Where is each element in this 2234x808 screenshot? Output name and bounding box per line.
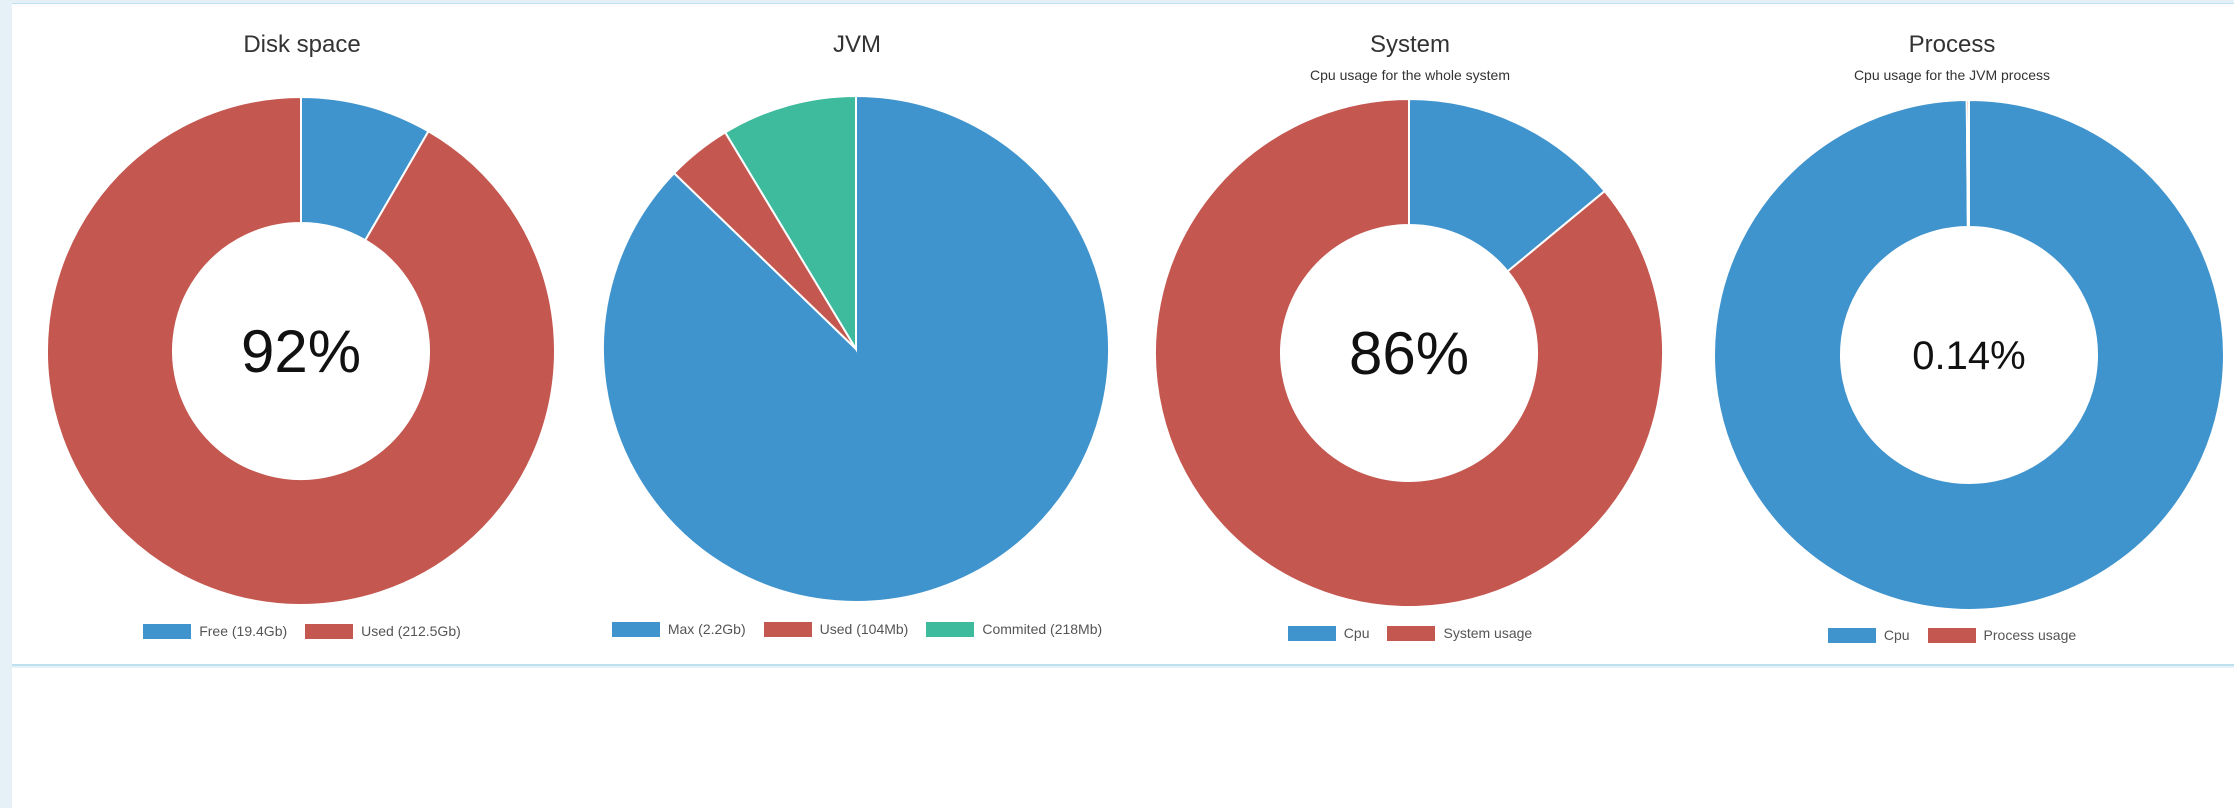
lower-panel [12, 668, 2234, 808]
pie-slice-1[interactable] [1965, 98, 1970, 229]
chart-title: Process [1908, 31, 1996, 58]
disk-space-chart: Disk space 92% Free (19.4Gb) Used (212.5… [12, 4, 592, 664]
center-label: 86% [1349, 320, 1469, 387]
jvm-chart: JVM Max (2.2Gb) Used (104Mb) Commited (2… [567, 4, 1147, 664]
legend-item-cpu[interactable]: Cpu [1287, 625, 1370, 641]
legend-item-commited[interactable]: Commited (218Mb) [926, 621, 1102, 637]
pie-slice-2[interactable] [723, 94, 857, 353]
legend-label: Max (2.2Gb) [667, 621, 746, 637]
legend: Cpu System usage [1120, 625, 1700, 641]
legend-label: Used (104Mb) [819, 621, 909, 637]
chart-subtitle: Cpu usage for the JVM process [1853, 67, 2051, 83]
charts-panel: Disk space 92% Free (19.4Gb) Used (212.5… [12, 3, 2234, 666]
legend-item-free[interactable]: Free (19.4Gb) [143, 623, 287, 639]
legend: Max (2.2Gb) Used (104Mb) Commited (218Mb… [567, 621, 1147, 637]
legend-label: Process usage [1983, 627, 2077, 643]
system-chart: System Cpu usage for the whole system 86… [1120, 4, 1700, 664]
legend-swatch [926, 621, 975, 637]
center-label: 92% [241, 318, 361, 385]
legend-swatch [1387, 625, 1436, 641]
chart-subtitle: Cpu usage for the whole system [1310, 67, 1510, 83]
center-label: 0.14% [1912, 334, 2025, 378]
pie-plot: 86% [1154, 97, 1664, 608]
legend-item-max[interactable]: Max (2.2Gb) [611, 621, 746, 637]
chart-title: System [1369, 31, 1450, 58]
legend-label: Used (212.5Gb) [361, 623, 461, 639]
chart-title: Disk space [243, 31, 361, 58]
legend-label: Commited (218Mb) [982, 621, 1103, 637]
legend-item-used[interactable]: Used (212.5Gb) [305, 623, 461, 639]
legend: Cpu Process usage [1672, 627, 2232, 643]
legend-label: Free (19.4Gb) [199, 623, 288, 639]
legend-item-system-usage[interactable]: System usage [1387, 625, 1532, 641]
legend: Free (19.4Gb) Used (212.5Gb) [12, 623, 592, 639]
legend-swatch [1927, 627, 1976, 643]
legend-swatch [1287, 625, 1336, 641]
chart-title: JVM [833, 31, 881, 58]
legend-label: Cpu [1343, 625, 1370, 641]
legend-swatch [143, 623, 192, 639]
legend-item-process-usage[interactable]: Process usage [1927, 627, 2077, 643]
legend-item-used[interactable]: Used (104Mb) [763, 621, 909, 637]
pie-plot: 92% [46, 95, 556, 606]
pie-slice-0[interactable] [1713, 98, 2225, 611]
legend-label: System usage [1443, 625, 1533, 641]
legend-label: Cpu [1883, 627, 1910, 643]
pie-slice-1[interactable] [1154, 97, 1664, 608]
pie-slice-1[interactable] [46, 95, 556, 606]
legend-swatch [611, 621, 660, 637]
pie-plot [602, 94, 1110, 603]
pie-plot: 0.14% [1713, 98, 2225, 611]
legend-swatch [1827, 627, 1876, 643]
process-chart: Process Cpu usage for the JVM process 0.… [1672, 4, 2232, 664]
legend-swatch [763, 621, 812, 637]
legend-swatch [305, 623, 354, 639]
pie-slice-0[interactable] [1408, 97, 1607, 273]
legend-item-cpu[interactable]: Cpu [1827, 627, 1910, 643]
